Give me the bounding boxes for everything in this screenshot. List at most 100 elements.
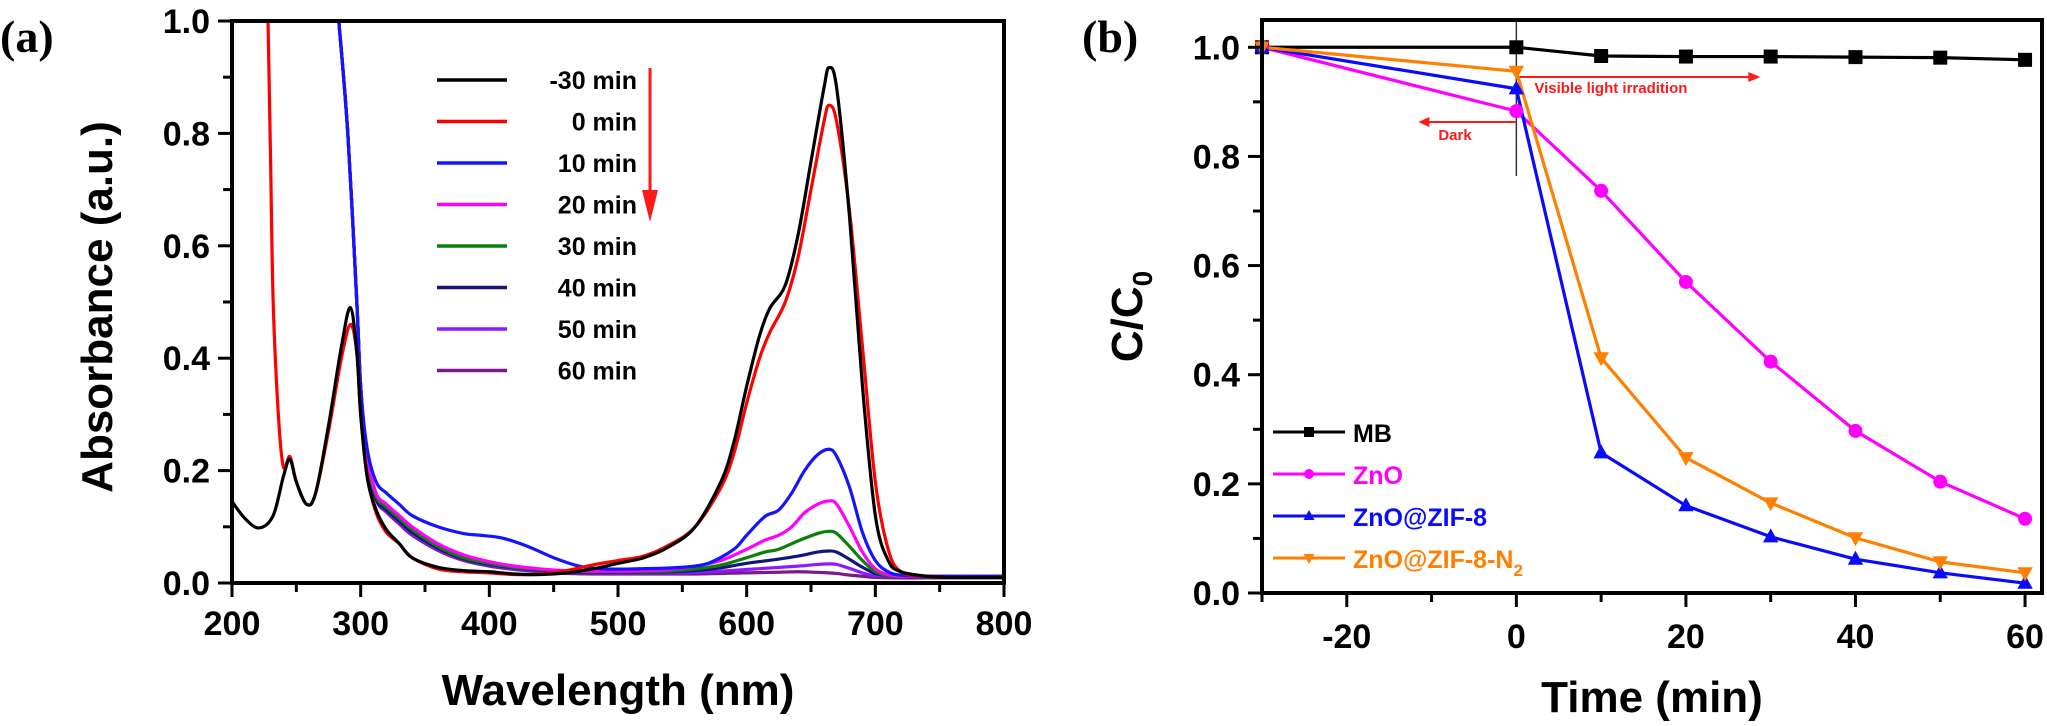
panel-a-y-axis-title: Absorbance (a.u.) [73, 121, 122, 493]
legend-item: 30 min [437, 233, 637, 261]
y-tick-label: 0.6 [163, 228, 210, 266]
series-line-ZnO [1261, 45, 2026, 521]
panel-a-series-lines [232, 21, 1004, 580]
legend-label: ZnO@ZIF-8 [1353, 504, 1487, 532]
panel-b-x-axis: -20 0 20 40 60 [1260, 593, 2044, 656]
data-point-square [1763, 49, 1778, 64]
y-tick-label: 0.6 [1193, 248, 1240, 286]
y-tick-label: 0.0 [163, 565, 210, 603]
legend-label: ZnO@ZIF-8-N2 [1353, 546, 1523, 580]
data-point-triangle-up [2017, 574, 2033, 589]
data-point-square [1848, 50, 1863, 65]
data-point-circle [1848, 423, 1863, 438]
data-point-circle [1678, 274, 1693, 289]
spectrum-line-40-min [337, 21, 1004, 578]
panel-a-x-axis-title: Wavelength (nm) [442, 666, 795, 715]
legend-item: 60 min [437, 358, 637, 386]
legend-label: 30 min [558, 233, 637, 261]
data-point-triangle-up [1847, 550, 1864, 565]
x-tick-label: 20 [1667, 618, 1705, 656]
data-point-triangle-down [1303, 554, 1315, 564]
panel-b-series-lines [1261, 45, 2026, 585]
legend-item: ZnO@ZIF-8-N2 [1273, 546, 1523, 580]
y-tick-label: 0.4 [163, 340, 210, 378]
legend-item: 40 min [437, 275, 637, 303]
legend-item: 0 min [437, 109, 637, 137]
legend-label: -30 min [549, 67, 637, 95]
spectrum-line-10-min [337, 21, 1004, 578]
data-point-triangle-down [1762, 497, 1779, 512]
data-point-circle [1304, 469, 1314, 479]
panel-b-y-axis: 0.0 0.2 0.4 0.6 0.8 1.0 [1193, 29, 1262, 613]
data-point-circle [1594, 183, 1609, 198]
legend-item: -30 min [437, 67, 637, 95]
legend-label: 50 min [558, 316, 637, 344]
spectrum-line-50-min [337, 21, 1004, 578]
data-point-circle [1509, 104, 1524, 119]
x-tick-label: -20 [1322, 618, 1371, 656]
data-point-square [2018, 52, 2033, 67]
legend-label: 10 min [558, 150, 637, 178]
panel-b-label: (b) [1082, 11, 1138, 62]
y-tick-label: 0.0 [1193, 575, 1240, 613]
data-point-triangle-down [1508, 65, 1525, 80]
x-tick-label: 200 [204, 605, 261, 643]
x-tick-label: 40 [1837, 618, 1875, 656]
y-tick-label: 0.4 [1193, 357, 1240, 395]
data-point-triangle-up [1303, 510, 1315, 520]
data-point-triangle-down [1847, 532, 1864, 547]
series-line-ZnO-ZIF-8-N [1261, 45, 2026, 575]
data-point-triangle-up [1678, 497, 1694, 512]
series-line-MB [1262, 45, 2026, 62]
legend-item: 10 min [437, 150, 637, 178]
data-point-triangle-down [1593, 352, 1609, 367]
x-tick-label: 60 [2006, 618, 2044, 656]
x-tick-label: 800 [976, 605, 1033, 643]
legend-item: ZnO [1273, 462, 1403, 490]
data-point-square [1933, 50, 1948, 65]
data-point-triangle-down [1932, 556, 1948, 571]
legend-label: 20 min [558, 192, 637, 220]
panel-b-legend: MB ZnO ZnO@ZIF-8 ZnO@ZIF-8-N2 [1273, 420, 1523, 580]
legend-label: 0 min [572, 109, 637, 137]
panel-a-label: (a) [0, 11, 54, 62]
legend-label: MB [1353, 420, 1392, 448]
legend-item: MB [1273, 420, 1392, 448]
y-tick-label: 0.2 [163, 453, 210, 491]
x-tick-label: 700 [847, 605, 904, 643]
legend-label: 60 min [558, 358, 637, 386]
panel-b-y-axis-title: C/C0 [1103, 271, 1158, 362]
panel-b-series-markers [1254, 38, 2033, 589]
spectrum-line-60-min [337, 21, 1004, 580]
y-tick-label: 1.0 [163, 3, 210, 41]
dark-annotation-label: Dark [1438, 127, 1472, 144]
data-point-triangle-up [1762, 528, 1779, 543]
legend-item: ZnO@ZIF-8 [1273, 504, 1487, 532]
data-point-triangle-down [1678, 452, 1694, 467]
y-tick-label: 0.2 [1193, 466, 1240, 504]
data-point-square [1678, 49, 1693, 64]
data-point-triangle-down [2017, 567, 2033, 582]
panel-b-x-axis-title: Time (min) [1541, 673, 1763, 722]
data-point-circle [1933, 474, 1948, 489]
x-tick-label: 500 [590, 605, 647, 643]
y-tick-label: 0.8 [163, 115, 210, 153]
x-tick-label: 600 [718, 605, 775, 643]
series-line-ZnO-ZIF-8 [1261, 45, 2026, 585]
data-point-circle [2018, 511, 2033, 526]
y-tick-label: 0.8 [1193, 138, 1240, 176]
panel-a-y-axis: 0.0 0.2 0.4 0.6 0.8 1.0 [163, 3, 232, 603]
spectrum-line-30-min [337, 21, 1004, 578]
x-tick-label: 300 [332, 605, 389, 643]
data-point-triangle-up [1593, 444, 1609, 459]
x-tick-label: 400 [461, 605, 518, 643]
panel-a-legend: -30 min 0 min 10 min 20 min 30 min 40 min 50 m… [437, 67, 637, 386]
panel-b-y-axis-title-main: C/C [1103, 286, 1152, 362]
data-point-square [1304, 427, 1314, 437]
data-point-square [1594, 49, 1609, 64]
legend-label: ZnO [1353, 462, 1403, 490]
y-tick-label: 1.0 [1193, 29, 1240, 67]
panel-b-plot-frame [1260, 18, 2044, 595]
